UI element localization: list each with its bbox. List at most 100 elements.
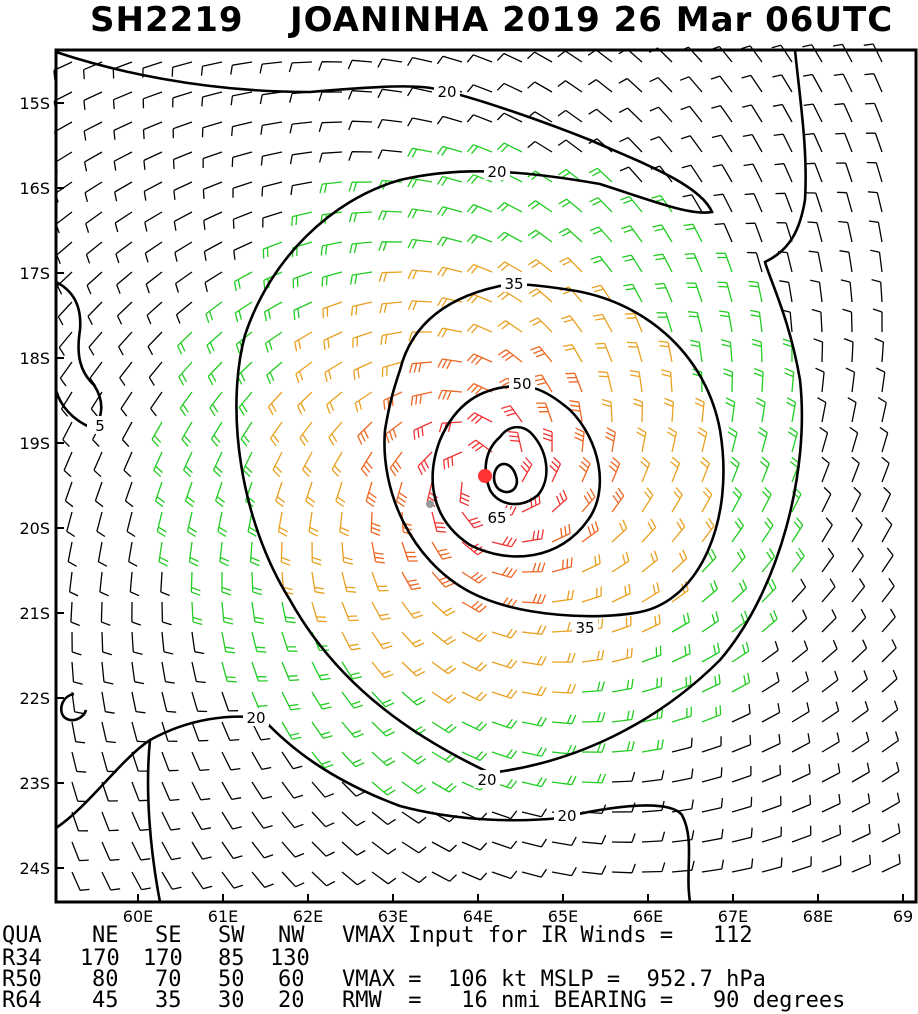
- wind-barb: [581, 742, 606, 753]
- wind-barb: [145, 271, 163, 294]
- wind-barb: [611, 678, 634, 693]
- wind-barb: [810, 279, 823, 303]
- wind-barb: [380, 331, 403, 345]
- wind-barb: [96, 511, 106, 538]
- wind-barb: [272, 451, 283, 478]
- wind-barb: [64, 481, 74, 508]
- wind-barb: [713, 193, 733, 213]
- wind-barb: [131, 781, 149, 802]
- contour-line: [484, 425, 548, 506]
- wind-barb: [821, 670, 839, 693]
- wind-barb: [101, 871, 121, 891]
- wind-barb: [761, 579, 777, 603]
- wind-barb: [116, 271, 133, 294]
- wind-barb: [66, 511, 76, 538]
- wind-barb: [407, 147, 433, 158]
- wind-barb: [407, 208, 433, 219]
- wind-barb: [641, 518, 657, 543]
- cell-nw: 130: [270, 946, 310, 971]
- wind-barb: [851, 517, 863, 543]
- wind-barb: [671, 518, 686, 543]
- wind-barb: [63, 451, 73, 478]
- wind-barb: [508, 430, 523, 453]
- wind-barb: [720, 339, 733, 363]
- wind-barb: [179, 391, 193, 417]
- wind-barb: [658, 340, 673, 363]
- wind-barb: [381, 361, 403, 378]
- wind-barb: [581, 649, 605, 663]
- wind-barb: [437, 389, 463, 401]
- wind-barb: [496, 112, 523, 123]
- wind-barb: [275, 481, 286, 508]
- wind-barb: [377, 149, 403, 159]
- wind-barb: [71, 631, 82, 656]
- wind-barb: [497, 202, 523, 213]
- wind-barb: [407, 56, 433, 67]
- wind-barb: [131, 691, 146, 714]
- wind-barb: [70, 601, 80, 627]
- wind-barb: [144, 211, 163, 232]
- wind-barb: [289, 151, 313, 165]
- contour-label: 35: [575, 619, 594, 637]
- wind-barb: [293, 301, 313, 320]
- wind-barb: [621, 254, 643, 273]
- lat-tick-label: 16S: [19, 179, 50, 198]
- col-ne: NE: [92, 923, 119, 948]
- wind-barb: [697, 426, 708, 453]
- contour-labels: 20 20 35 50 65 35 20 20 20 5: [87, 82, 598, 825]
- wind-barb: [833, 73, 853, 93]
- wind-barb: [190, 571, 201, 596]
- wind-barb: [281, 781, 304, 799]
- wind-barb: [341, 541, 354, 565]
- lat-tick-label: 23S: [19, 774, 50, 793]
- contour-label: 20: [246, 709, 265, 727]
- wind-barb: [321, 271, 343, 287]
- wind-barb: [881, 792, 901, 813]
- wind-barb: [714, 222, 733, 243]
- wind-barb: [719, 310, 733, 333]
- wind-barb: [58, 331, 73, 356]
- wind-barb: [819, 426, 829, 453]
- wind-barb: [99, 571, 109, 597]
- wind-barb: [173, 211, 193, 231]
- wind-barb: [281, 661, 300, 682]
- wind-barb: [101, 691, 115, 714]
- storm-id: SH2219: [90, 0, 244, 40]
- wind-barb: [341, 841, 366, 856]
- wind-barb: [558, 227, 583, 243]
- wind-barb: [202, 151, 223, 169]
- wind-barb: [529, 317, 553, 333]
- wind-barb: [221, 572, 232, 596]
- wind-barb: [281, 601, 296, 624]
- wind-barb: [461, 691, 488, 702]
- wind-barb: [608, 456, 621, 483]
- wind-barb: [221, 661, 237, 683]
- wind-barb: [131, 601, 142, 626]
- wind-barb: [311, 751, 334, 769]
- wind-barb: [348, 211, 373, 223]
- wind-barb: [521, 808, 548, 818]
- wind-barb: [839, 250, 853, 273]
- contour-label: 20: [557, 807, 576, 825]
- wind-barb: [431, 721, 457, 734]
- wind-barb: [341, 721, 364, 739]
- wind-barb: [527, 229, 553, 243]
- wind-barb: [605, 427, 616, 453]
- wind-barb: [143, 181, 163, 201]
- wind-barb: [341, 571, 357, 593]
- wind-barb: [186, 511, 197, 537]
- wind-barb: [371, 691, 395, 708]
- vmax-mslp-note: VMAX = 106 kt MSLP = 952.7 hPa: [342, 967, 766, 992]
- row-label: R34: [2, 946, 42, 971]
- wind-barb: [731, 766, 752, 783]
- wind-barb: [701, 487, 713, 513]
- wind-barb: [251, 781, 273, 800]
- wind-barb: [561, 315, 583, 333]
- wind-barb: [815, 367, 825, 393]
- wind-barb: [71, 871, 90, 891]
- wind-barb: [251, 631, 267, 653]
- wind-barb: [761, 857, 783, 873]
- wind-barb: [409, 361, 433, 374]
- wind-barb: [581, 865, 607, 875]
- wind-barb: [731, 858, 754, 873]
